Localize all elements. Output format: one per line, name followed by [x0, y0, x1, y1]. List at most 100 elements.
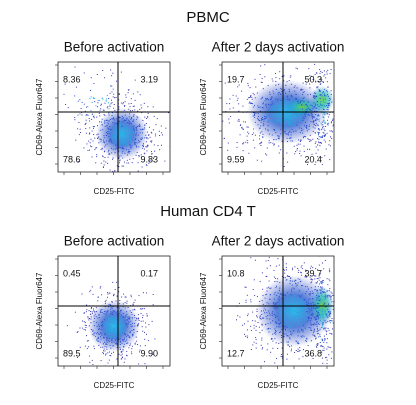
event-dot — [92, 333, 94, 335]
event-dot — [129, 136, 131, 138]
event-dot — [323, 139, 325, 141]
event-dot — [303, 301, 305, 303]
event-dot — [318, 90, 320, 92]
event-dot — [145, 146, 147, 148]
event-dot — [261, 314, 263, 315]
event-dot — [326, 90, 327, 92]
event-dot — [310, 293, 312, 295]
event-dot — [109, 126, 111, 128]
event-dot — [111, 134, 113, 136]
event-dot — [106, 337, 108, 338]
event-dot — [138, 139, 140, 141]
event-dot — [289, 130, 291, 132]
event-dot — [135, 154, 137, 156]
event-dot — [301, 310, 303, 312]
event-dot — [314, 335, 316, 337]
event-dot — [302, 329, 304, 331]
event-dot — [315, 104, 316, 106]
event-dot — [111, 112, 113, 114]
event-dot — [304, 319, 306, 321]
event-dot — [323, 75, 325, 77]
event-dot — [120, 142, 122, 144]
event-dot — [94, 317, 96, 319]
event-dot — [111, 336, 112, 337]
event-dot — [268, 280, 270, 282]
event-dot — [107, 106, 109, 108]
event-dot — [312, 79, 314, 80]
event-dot — [127, 92, 129, 94]
event-dot — [260, 145, 262, 146]
event-dot — [306, 127, 308, 129]
event-dot — [106, 119, 108, 121]
event-dot — [222, 120, 224, 122]
event-dot — [313, 120, 315, 122]
event-dot — [264, 297, 266, 299]
event-dot — [128, 142, 130, 144]
event-dot — [288, 107, 290, 109]
event-dot — [308, 293, 310, 295]
event-dot — [245, 301, 247, 303]
event-dot — [289, 101, 291, 103]
event-dot — [257, 117, 259, 119]
event-dot — [288, 298, 289, 300]
event-dot — [300, 307, 302, 309]
event-dot — [323, 102, 325, 104]
event-dot — [330, 291, 332, 293]
event-dot — [136, 325, 138, 327]
event-dot — [86, 304, 88, 306]
event-dot — [140, 138, 142, 140]
event-dot — [309, 134, 311, 136]
event-dot — [253, 279, 255, 281]
event-dot — [292, 280, 294, 282]
event-dot — [129, 139, 131, 141]
event-dot — [98, 326, 100, 327]
event-dot — [286, 152, 288, 154]
event-dot — [305, 309, 307, 311]
event-dot — [131, 330, 133, 331]
event-dot — [318, 109, 320, 111]
event-dot — [242, 143, 244, 145]
event-dot — [285, 127, 287, 129]
event-dot — [295, 98, 296, 100]
event-dot — [110, 69, 112, 71]
event-dot — [269, 104, 271, 106]
event-dot — [297, 335, 299, 337]
event-dot — [151, 140, 153, 142]
event-dot — [139, 140, 141, 142]
event-dot — [116, 335, 118, 337]
event-dot — [118, 120, 120, 122]
event-dot — [121, 322, 123, 324]
event-dot — [312, 279, 313, 281]
event-dot — [327, 109, 329, 111]
event-dot — [324, 357, 326, 359]
event-dot — [298, 331, 300, 333]
event-dot — [284, 301, 286, 303]
event-dot — [100, 338, 102, 340]
event-dot — [110, 318, 112, 320]
event-dot — [118, 157, 120, 159]
event-dot — [126, 319, 128, 321]
event-dot — [318, 323, 320, 325]
event-dot — [111, 115, 113, 116]
event-dot — [125, 316, 127, 317]
event-dot — [293, 102, 295, 104]
event-dot — [311, 330, 313, 331]
event-dot — [297, 351, 299, 352]
event-dot — [123, 329, 125, 331]
event-dot — [319, 334, 321, 336]
event-dot — [272, 120, 274, 122]
event-dot — [312, 334, 314, 336]
event-dot — [229, 108, 231, 110]
event-dot — [311, 110, 313, 111]
event-dot — [96, 338, 98, 340]
event-dot — [112, 336, 114, 338]
event-dot — [298, 350, 300, 352]
event-dot — [275, 294, 277, 296]
event-dot — [90, 329, 92, 330]
event-dot — [132, 126, 134, 128]
event-dot — [129, 144, 131, 146]
event-dot — [278, 152, 280, 154]
event-dot — [112, 118, 114, 120]
event-dot — [236, 319, 237, 321]
event-dot — [130, 118, 132, 119]
